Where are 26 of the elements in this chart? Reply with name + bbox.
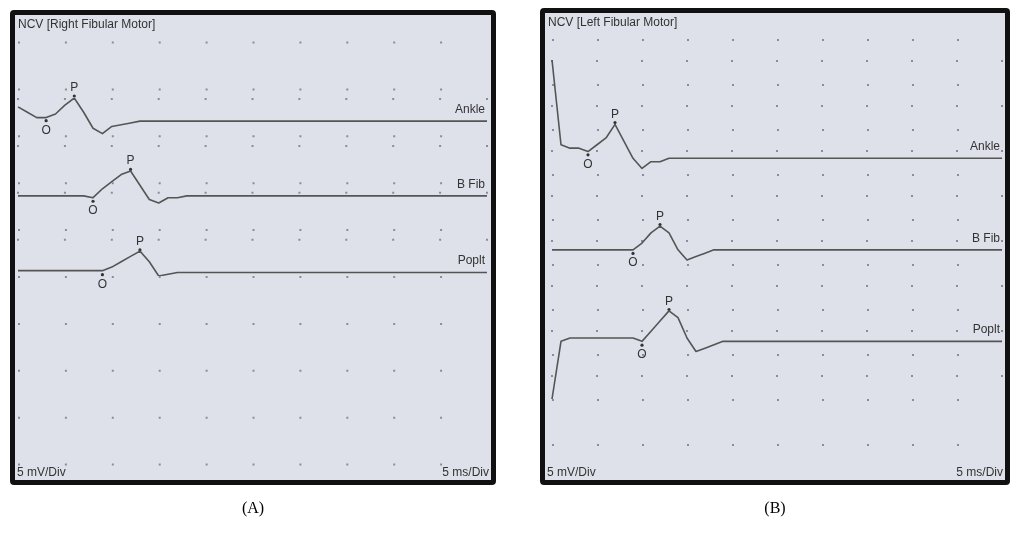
annotation: P (126, 153, 135, 168)
text: 5 mV/Div (547, 465, 596, 479)
text: (A) (240, 499, 266, 517)
chart-title: NCV [Left Fibular Motor] (548, 15, 678, 29)
chart-title: NCV [Right Fibular Motor] (18, 17, 156, 31)
annotation: P (135, 233, 144, 248)
annotation: O (628, 255, 638, 270)
series-label: Poplt (457, 253, 486, 268)
series-label: B Fib (456, 176, 486, 191)
annotation: O (41, 122, 51, 137)
series-label: Poplt (972, 322, 1001, 337)
annotation: O (583, 156, 593, 171)
text: O (97, 276, 108, 291)
annotation: P (610, 106, 620, 121)
annotation: P (664, 293, 674, 308)
text: 5 ms/Div (956, 465, 1003, 479)
text: 5 mV/Div (17, 465, 66, 479)
annotation: P (655, 208, 665, 223)
text: (B) (763, 499, 787, 517)
annotation: O (88, 203, 98, 218)
annotation: O (637, 347, 647, 362)
series-label: Ankle (969, 139, 1001, 154)
text: P (70, 80, 79, 94)
series-label: B Fib (971, 230, 1001, 245)
series-label: Ankle (454, 102, 486, 117)
text: 5 ms/Div (442, 465, 489, 479)
